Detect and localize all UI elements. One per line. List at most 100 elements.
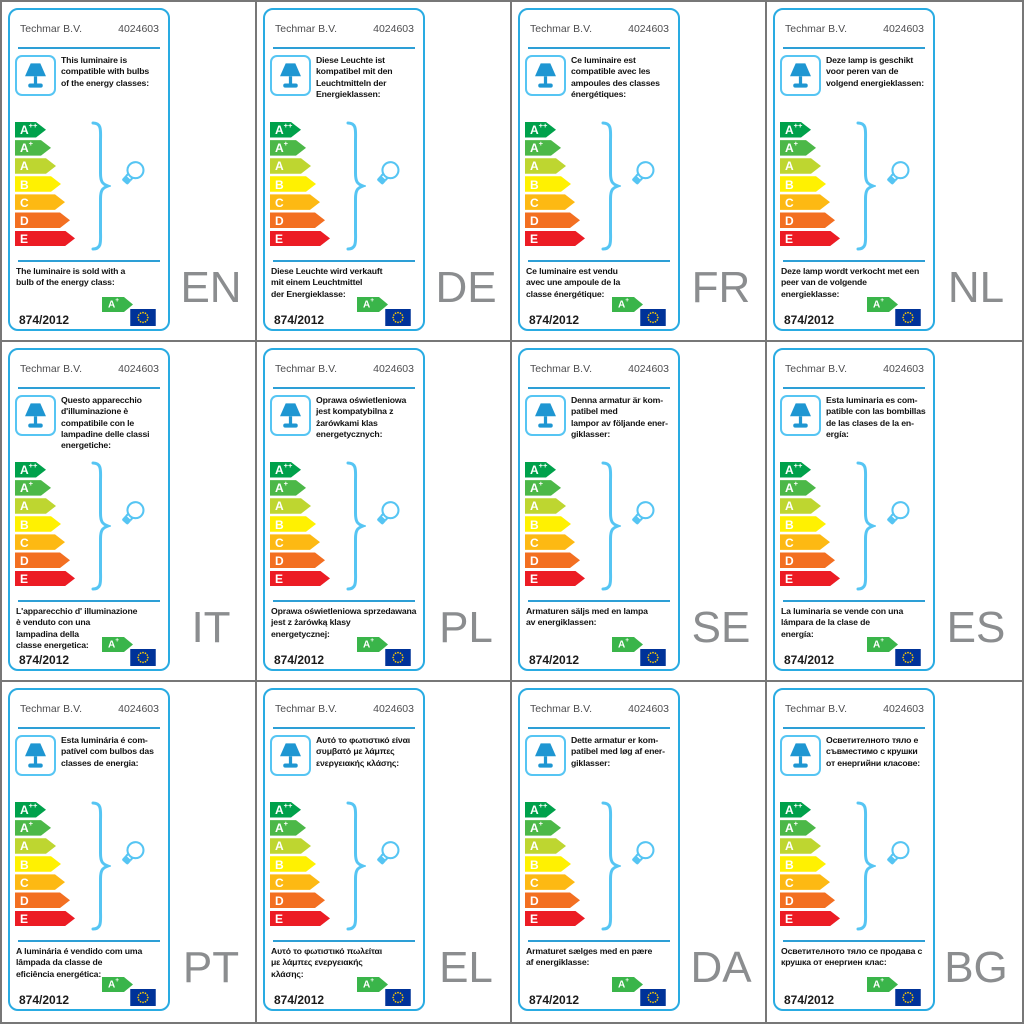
energy-class-letter: A xyxy=(275,839,284,854)
energy-class-arrow: A xyxy=(270,158,311,174)
sold-with-text: Deze lamp wordt verkocht met een peer va… xyxy=(781,266,920,299)
header-divider xyxy=(18,727,160,729)
energy-class-scale: A++ A+ A B C D E xyxy=(780,802,840,929)
energy-label-card: Techmar B.V. 4024603 Esta luminária é co… xyxy=(8,688,170,1011)
energy-class-arrow: C xyxy=(780,194,830,210)
energy-class-letter: C xyxy=(785,535,794,550)
energy-class-arrow: D xyxy=(15,552,70,568)
compatibility-text: Ce luminaire est compatible avec les amp… xyxy=(571,55,660,99)
energy-class-arrow: B xyxy=(780,856,826,872)
card-header: Techmar B.V. 4024603 xyxy=(275,23,414,35)
bulb-icon xyxy=(116,156,148,192)
table-lamp-icon xyxy=(15,735,56,776)
energy-class-letter: B xyxy=(20,177,29,192)
energy-class-letter: B xyxy=(785,857,794,872)
model-number: 4024603 xyxy=(883,703,924,715)
compatibility-text: Dette armatur er kom- patibel med løg af… xyxy=(571,735,665,768)
energy-class-scale: A++ A+ A B C D E xyxy=(525,802,585,929)
energy-class-arrow: B xyxy=(780,516,826,532)
table-lamp-icon xyxy=(780,735,821,776)
energy-class-letter: E xyxy=(275,231,284,246)
energy-class-arrow: A xyxy=(525,838,566,854)
energy-class-letter: D xyxy=(275,553,284,568)
brand-name: Techmar B.V. xyxy=(275,23,338,35)
sold-class-badge: A+ xyxy=(867,297,898,312)
eu-flag-icon xyxy=(640,309,666,326)
brand-name: Techmar B.V. xyxy=(785,703,848,715)
energy-class-arrow: E xyxy=(15,911,75,927)
energy-label-tile: Techmar B.V. 4024603 Esta luminária é co… xyxy=(2,682,257,1022)
energy-class-arrow: B xyxy=(15,856,61,872)
sold-with-text: L'apparecchio d' illuminazione è venduto… xyxy=(16,606,138,650)
brand-name: Techmar B.V. xyxy=(530,23,593,35)
brand-name: Techmar B.V. xyxy=(785,363,848,375)
table-lamp-glyph xyxy=(790,743,811,768)
energy-class-letter: C xyxy=(20,535,29,550)
card-header: Techmar B.V. 4024603 xyxy=(530,23,669,35)
regulation-number: 874/2012 xyxy=(19,993,70,1007)
energy-class-arrow: D xyxy=(780,892,835,908)
energy-class-letter: D xyxy=(20,213,29,228)
eu-flag-icon xyxy=(895,309,921,326)
sold-class-badge: A+ xyxy=(102,977,133,992)
energy-class-arrow: D xyxy=(780,552,835,568)
energy-class-arrow: A+ xyxy=(270,480,306,496)
energy-class-letter: A++ xyxy=(530,121,548,138)
energy-class-letter: B xyxy=(530,857,539,872)
energy-class-letter: B xyxy=(275,517,284,532)
energy-class-letter: A+ xyxy=(530,819,544,836)
energy-class-arrow: C xyxy=(270,534,320,550)
energy-class-letter: A xyxy=(275,499,284,514)
energy-label-card: Techmar B.V. 4024603 Dette armatur er ko… xyxy=(518,688,680,1011)
energy-label-card: Techmar B.V. 4024603 Esta luminaria es c… xyxy=(773,348,935,671)
eu-flag-icon xyxy=(385,989,411,1006)
energy-class-letter: A xyxy=(785,159,794,174)
model-number: 4024603 xyxy=(373,23,414,35)
energy-class-letter: D xyxy=(785,553,794,568)
compatibility-text: Denna armatur är kom- patibel med lampor… xyxy=(571,395,668,439)
table-lamp-glyph xyxy=(790,403,811,428)
table-lamp-glyph xyxy=(25,743,46,768)
energy-class-letter: E xyxy=(20,911,29,926)
header-divider xyxy=(528,47,670,49)
table-lamp-glyph xyxy=(25,403,46,428)
energy-label-card: Techmar B.V. 4024603 Αυτό το φωτιστικό ε… xyxy=(263,688,425,1011)
model-number: 4024603 xyxy=(118,703,159,715)
header-divider xyxy=(783,727,925,729)
regulation-number: 874/2012 xyxy=(784,993,835,1007)
energy-label-tile: Techmar B.V. 4024603 Oprawa oświetleniow… xyxy=(257,342,512,682)
energy-class-arrow: A++ xyxy=(525,462,556,478)
table-lamp-glyph xyxy=(535,403,556,428)
sold-with-text: The luminaire is sold with a bulb of the… xyxy=(16,266,126,288)
energy-class-arrow: A xyxy=(525,158,566,174)
header-divider xyxy=(783,387,925,389)
energy-class-arrow: A++ xyxy=(15,462,46,478)
sold-class-badge: A+ xyxy=(867,637,898,652)
energy-class-arrow: C xyxy=(15,534,65,550)
table-lamp-glyph xyxy=(280,743,301,768)
language-code: EL xyxy=(439,943,493,992)
energy-class-arrow: C xyxy=(780,874,830,890)
card-header: Techmar B.V. 4024603 xyxy=(20,23,159,35)
regulation-number: 874/2012 xyxy=(19,313,70,327)
regulation-number: 874/2012 xyxy=(784,313,835,327)
model-number: 4024603 xyxy=(118,23,159,35)
energy-class-letter: E xyxy=(785,571,794,586)
table-lamp-glyph xyxy=(790,63,811,88)
header-divider xyxy=(18,387,160,389)
sold-class-badge: A+ xyxy=(102,637,133,652)
language-code: IT xyxy=(191,603,231,652)
brace-icon xyxy=(599,460,623,592)
model-number: 4024603 xyxy=(628,363,669,375)
energy-class-letter: D xyxy=(530,553,539,568)
energy-class-letter: C xyxy=(275,195,284,210)
bulb-icon xyxy=(626,496,658,532)
compatibility-text: Осветителното тяло е съвместимо с крушки… xyxy=(826,735,921,768)
energy-class-arrow: A++ xyxy=(15,802,46,818)
sold-class-badge: A+ xyxy=(357,637,388,652)
footer-divider xyxy=(273,260,415,262)
language-code: PT xyxy=(182,943,240,992)
energy-class-letter: A++ xyxy=(785,801,803,818)
energy-class-letter: A+ xyxy=(785,819,799,836)
brace-icon xyxy=(854,800,878,932)
